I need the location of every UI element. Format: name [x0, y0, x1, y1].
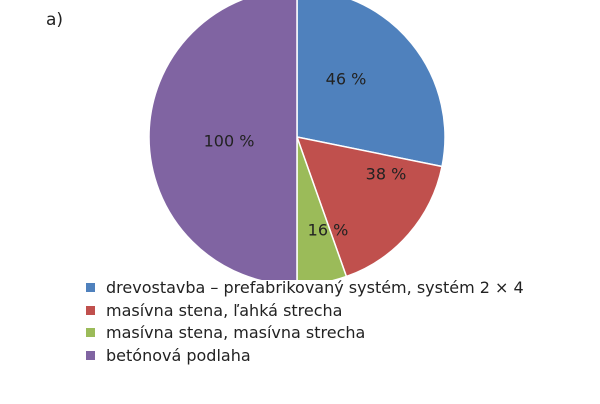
legend: drevostavba – prefabrikovaný systém, sys… [84, 277, 524, 368]
legend-item: drevostavba – prefabrikovaný systém, sys… [84, 277, 524, 300]
pie-slice [295, 136, 443, 278]
legend-item: masívna stena, ľahká strecha [84, 300, 524, 323]
legend-swatch [86, 283, 95, 292]
legend-label: betónová podlaha [106, 346, 251, 366]
legend-label: masívna stena, ľahká strecha [106, 300, 343, 320]
pie-slice [296, 136, 348, 280]
slice-data-label: 100 % [204, 132, 255, 151]
pie-chart: 46 % 38 % 16 % 100 % [148, 0, 446, 280]
pie-slice [148, 0, 298, 280]
panel-label: a) [46, 10, 64, 30]
pie-slice [296, 0, 446, 168]
slice-data-label: 38 % [366, 165, 407, 184]
legend-item: masívna stena, masívna strecha [84, 322, 524, 345]
legend-item: betónová podlaha [84, 345, 524, 368]
slice-data-label: 16 % [308, 221, 349, 240]
legend-label: drevostavba – prefabrikovaný systém, sys… [106, 278, 524, 297]
legend-swatch [86, 305, 95, 315]
slice-data-label: 46 % [326, 70, 367, 89]
legend-label: masívna stena, masívna strecha [106, 323, 366, 343]
legend-swatch [86, 351, 95, 361]
legend-swatch [86, 328, 95, 338]
